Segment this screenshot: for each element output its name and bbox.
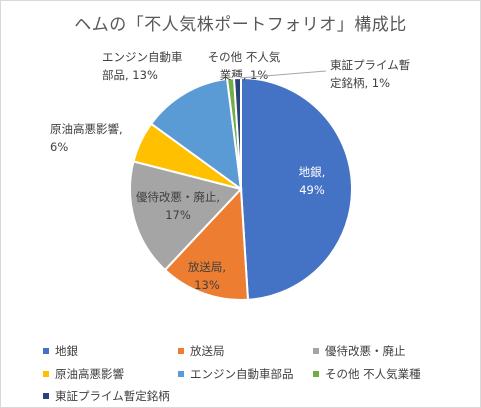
data-label-3-line-2: 17%	[165, 208, 191, 222]
data-label-7-line-1: 東証プライム暫	[330, 58, 410, 72]
legend-swatch-4	[43, 371, 49, 377]
leader-line	[239, 70, 327, 79]
legend-swatch-5	[178, 371, 184, 377]
data-label-6-line-1: その他 不人気	[208, 50, 281, 64]
pie-slice-5	[149, 77, 243, 192]
legend-label-4: 原油高悪影響	[55, 367, 124, 381]
legend-swatch-3	[313, 348, 319, 354]
pie-slice-3	[129, 160, 243, 272]
legend-label-1: 地銀	[55, 344, 78, 358]
legend-item-2: 放送局	[178, 343, 225, 359]
legend-label-2: 放送局	[190, 344, 225, 358]
data-label-4-line-2: 6%	[50, 140, 68, 154]
data-label-4-line-1: 原油高悪影響,	[50, 122, 123, 136]
data-label-2-line-2: 13%	[194, 278, 220, 292]
legend-swatch-6	[313, 371, 319, 377]
legend-swatch-7	[43, 393, 49, 399]
legend-swatch-2	[178, 348, 184, 354]
data-label-6-line-2: 業種, 1%	[220, 68, 269, 82]
data-label-1-line-2: 49%	[299, 183, 325, 197]
data-label-5-line-2: 部品, 13%	[102, 68, 158, 82]
data-label-3-line-1: 優待改悪・廃止,	[136, 190, 220, 204]
legend-label-5: エンジン自動車部品	[190, 367, 294, 381]
legend-item-4: 原油高悪影響	[43, 366, 124, 382]
chart-title: ヘムの「不人気株ポートフォリオ」構成比	[74, 15, 407, 35]
legend-swatch-1	[43, 348, 49, 354]
data-label-5-line-1: エンジン自動車	[102, 50, 183, 64]
legend-item-7: 東証プライム暫定銘柄	[43, 388, 170, 404]
data-label-2-line-1: 放送局,	[188, 260, 226, 274]
legend-label-3: 優待改悪・廃止	[325, 344, 406, 358]
pie-slice-2	[163, 186, 250, 301]
legend-label-6: その他 不人気業種	[325, 367, 421, 381]
legend-label-7: 東証プライム暫定銘柄	[55, 389, 170, 403]
legend-item-5: エンジン自動車部品	[178, 366, 294, 382]
legend-item-3: 優待改悪・廃止	[313, 343, 406, 359]
pie-slice-1	[240, 76, 353, 301]
data-label-1-line-1: 地銀,	[299, 165, 326, 179]
legend-item-6: その他 不人気業種	[313, 366, 421, 382]
data-label-7-line-2: 定銘柄, 1%	[330, 76, 390, 90]
legend-item-1: 地銀	[43, 343, 78, 359]
